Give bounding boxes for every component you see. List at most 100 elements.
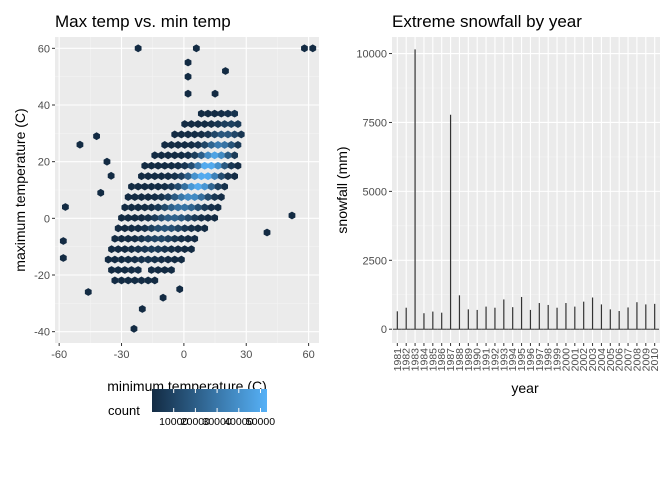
hexbin-cell: [191, 193, 199, 201]
hexbin-cell: [194, 120, 202, 128]
legend-tick-label: 50000: [246, 416, 275, 428]
hexbin-cell: [114, 245, 122, 254]
hexbin-cell: [217, 193, 225, 201]
hexbin-cell: [124, 255, 132, 264]
hexbin-outlier-cell: [301, 44, 308, 53]
snowfall-bar-chart: Extreme snowfall by year 0 2500 5000 7500 10…: [334, 12, 661, 396]
hexbin-cell: [134, 203, 142, 212]
hexbin-cell: [128, 266, 135, 274]
hexbin-outlier-cell: [103, 157, 111, 166]
hexbin-cell: [184, 193, 192, 201]
snowfall-x-tick-label: 2006: [614, 348, 626, 372]
hexbin-cell: [134, 266, 142, 274]
hexbin-cell: [171, 151, 179, 160]
hexbin-cell: [158, 151, 165, 160]
snowfall-x-tick-label: 1988: [454, 348, 466, 372]
snowfall-x-tick-label: 1981: [392, 348, 404, 372]
hexbin-cell: [161, 182, 169, 191]
hexbin-cell: [144, 234, 152, 243]
hexbin-cell: [214, 140, 222, 149]
hexbin-cell: [204, 193, 212, 201]
hexbin-outlier-cell: [309, 44, 317, 53]
snowfall-x-tick-label: 2000: [560, 348, 572, 372]
hexbin-cell: [207, 120, 215, 128]
hexbin-cell: [128, 245, 135, 254]
hexbin-cell: [177, 213, 185, 222]
snowfall-x-tick-label: 1993: [498, 348, 510, 372]
hexbin-cell: [231, 109, 238, 118]
hexbin-cell: [181, 182, 189, 191]
hexbin-cell: [204, 130, 212, 139]
hexbin-cell: [211, 130, 219, 139]
hexbin-outlier-cell: [93, 132, 100, 141]
hexbin-x-tick-label: 30: [240, 349, 252, 361]
hexbin-outlier-cell: [76, 140, 84, 149]
hexbin-cell: [154, 161, 162, 170]
hexbin-cell: [134, 224, 142, 233]
hexbin-cell: [214, 182, 222, 191]
hexbin-cell: [161, 266, 169, 274]
hexbin-cell: [168, 266, 175, 274]
hexbin-cell: [138, 213, 145, 222]
hexbin-outlier-cell: [263, 228, 271, 237]
hexbin-cell: [224, 109, 232, 118]
hexbin-x-tick-label: 0: [181, 349, 187, 361]
hexbin-x-ticks: -60 -30 0 30 60: [51, 343, 315, 361]
hexbin-cell: [124, 234, 132, 243]
hexbin-cell: [204, 172, 212, 181]
hexbin-cell: [204, 213, 212, 222]
hexbin-outlier-cell: [97, 188, 105, 197]
hexbin-outlier-cell: [176, 285, 184, 294]
hexbin-gridlines: [55, 37, 319, 343]
hexbin-cell: [177, 151, 185, 160]
hexbin-y-tick-label: 60: [38, 43, 50, 55]
hexbin-cell: [187, 182, 195, 191]
hexbin-cell: [184, 172, 192, 181]
hexbin-cell: [194, 203, 202, 212]
hexbin-cell: [174, 161, 182, 170]
hexbin-cell: [114, 266, 122, 274]
hexbin-cell: [154, 266, 162, 274]
hexbin-cell: [148, 266, 155, 274]
hexbin-cell: [231, 172, 238, 181]
hexbin-cell: [138, 193, 145, 201]
hexbin-cell: [217, 130, 225, 139]
hexbin-cell: [154, 182, 162, 191]
hexbin-cell: [214, 120, 222, 128]
hexbin-cell: [128, 203, 135, 212]
legend-tick-label: 10000: [159, 416, 188, 428]
snowfall-x-tick-label: 2004: [596, 348, 608, 372]
hexbin-cell: [151, 276, 159, 285]
hexbin-cell: [187, 245, 195, 254]
hexbin-cell: [164, 172, 172, 181]
hexbin-cell: [141, 161, 149, 170]
snowfall-x-tick-label: 1990: [472, 348, 484, 372]
hexbin-cell: [124, 193, 132, 201]
hexbin-cell: [118, 255, 125, 264]
hexbin-cell: [104, 255, 112, 264]
hexbin-cell: [121, 266, 129, 274]
hexbin-y-axis-label: maximum temperature (C): [12, 108, 28, 271]
snowfall-x-tick-label: 1989: [463, 348, 475, 372]
hexbin-cell: [177, 130, 185, 139]
hexbin-outlier-cell: [62, 203, 69, 211]
snowfall-x-tick-label: 1986: [436, 348, 448, 372]
hexbin-cell: [231, 130, 238, 139]
hexbin-cell: [151, 193, 159, 201]
hexbin-cell: [164, 193, 172, 201]
hexbin-cell: [234, 120, 242, 128]
hexbin-cell: [234, 161, 242, 170]
hexbin-cell: [211, 193, 219, 201]
hexbin-outlier-cell: [107, 171, 115, 180]
hexbin-cell: [168, 224, 175, 233]
hexbin-cell: [164, 213, 172, 222]
hexbin-cell: [168, 182, 175, 191]
hexbin-cell: [197, 193, 205, 201]
hexbin-cell: [111, 255, 119, 264]
hexbin-cell: [197, 213, 205, 222]
hexbin-cells: [59, 44, 317, 333]
snowfall-x-tick-label: 1999: [552, 348, 564, 372]
hexbin-cell: [118, 234, 125, 243]
snowfall-y-tick-label: 7500: [363, 117, 387, 129]
snowfall-x-tick-label: 1982: [401, 348, 413, 372]
